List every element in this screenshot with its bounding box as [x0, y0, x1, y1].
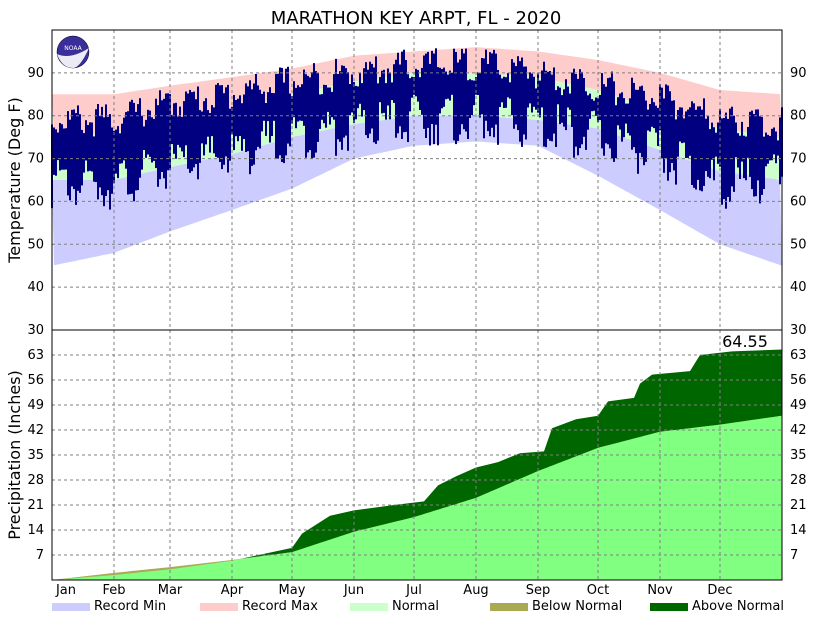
precipitation-tick-right: 35	[790, 448, 807, 463]
precipitation-tick-left: 56	[27, 373, 44, 388]
precipitation-tick-right: 7	[790, 548, 798, 563]
legend-swatch	[650, 603, 688, 611]
legend-item: Normal	[350, 599, 439, 614]
temperature-tick-left: 60	[27, 194, 44, 209]
temperature-tick-right: 60	[790, 194, 807, 209]
precipitation-tick-right: 28	[790, 473, 807, 488]
noaa-logo-text: NOAA	[64, 45, 82, 52]
record-min-band	[52, 115, 782, 266]
month-tick-label: Feb	[102, 583, 125, 598]
month-tick-label: Apr	[221, 583, 244, 598]
precipitation-tick-right: 49	[790, 398, 807, 413]
temperature-tick-left: 80	[27, 109, 44, 124]
precipitation-tick-left: 35	[27, 448, 44, 463]
temperature-tick-left: 70	[27, 152, 44, 167]
legend-label: Record Min	[94, 599, 166, 614]
precipitation-tick-left: 63	[27, 348, 44, 363]
precipitation-tick-left: 7	[36, 548, 44, 563]
temperature-tick-left: 90	[27, 66, 44, 81]
temperature-tick-right: 50	[790, 237, 807, 252]
temperature-tick-left: 50	[27, 237, 44, 252]
legend-label: Below Normal	[532, 599, 622, 614]
month-tick-label: Jul	[405, 583, 422, 598]
month-tick-label: Sep	[526, 583, 551, 598]
legend-label: Above Normal	[692, 599, 784, 614]
legend-swatch	[52, 603, 90, 611]
month-tick-label: Mar	[158, 583, 183, 598]
precipitation-tick-right: 14	[790, 523, 807, 538]
precipitation-axis-label: Precipitation (Inches)	[5, 370, 24, 540]
precipitation-tick-left: 42	[27, 423, 44, 438]
legend-item: Below Normal	[490, 599, 622, 614]
temperature-panel: 40 40 50 50 60 60 70 70 80 80 90 90 30 30 Temperature…	[5, 29, 807, 338]
month-tick-label: Dec	[707, 583, 732, 598]
record-max-band	[52, 47, 782, 138]
chart-title: MARATHON KEY ARPT, FL - 2020	[271, 8, 562, 29]
temperature-tick-left: 40	[27, 280, 44, 295]
temperature-tick-right: 40	[790, 280, 807, 295]
month-tick-label: Nov	[647, 583, 673, 598]
month-tick-label: Aug	[463, 583, 488, 598]
legend-label: Record Max	[242, 599, 318, 614]
temperature-tick-right: 30	[790, 323, 807, 338]
precipitation-tick-left: 21	[27, 498, 44, 513]
legend-item: Record Min	[52, 599, 166, 614]
temperature-tick-right: 70	[790, 152, 807, 167]
month-tick-label: May	[279, 583, 306, 598]
noaa-logo-icon: NOAA	[56, 35, 90, 69]
precipitation-tick-right: 63	[790, 348, 807, 363]
legend-item: Record Max	[200, 599, 318, 614]
month-tick-label: Jun	[343, 583, 364, 598]
legend-item: Above Normal	[650, 599, 784, 614]
temperature-tick-right: 80	[790, 109, 807, 124]
precipitation-tick-right: 21	[790, 498, 807, 513]
normal-precip-fill	[52, 415, 782, 580]
legend-swatch	[200, 603, 238, 611]
precipitation-panel: 7 7 14 14 21 21 28 28 35 35 42 42 49 49 56 56 63 63 Preci…	[5, 329, 807, 581]
precipitation-tick-right: 56	[790, 373, 807, 388]
precipitation-tick-left: 28	[27, 473, 44, 488]
temperature-tick-right: 90	[790, 66, 807, 81]
precipitation-tick-left: 14	[27, 523, 44, 538]
precipitation-tick-left: 49	[27, 398, 44, 413]
month-tick-label: Oct	[587, 583, 609, 598]
temperature-axis-label: Temperature (Deg F)	[5, 97, 24, 264]
legend-swatch	[490, 603, 528, 611]
legend-label: Normal	[392, 599, 439, 614]
precipitation-tick-right: 42	[790, 423, 807, 438]
precipitation-total-label: 64.55	[722, 332, 768, 351]
precipitation-frame	[51, 329, 783, 581]
month-tick-label: Jan	[55, 583, 76, 598]
legend-swatch	[350, 603, 388, 611]
temperature-tick-left: 30	[27, 323, 44, 338]
